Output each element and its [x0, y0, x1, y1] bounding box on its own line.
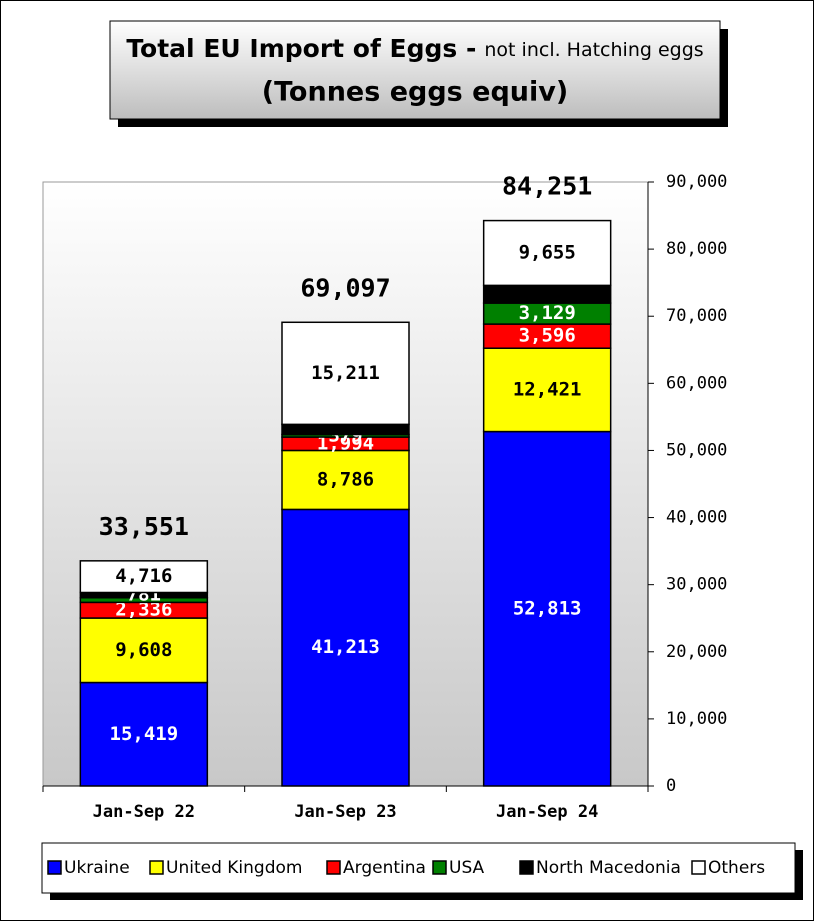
bar-segment: [79, 560, 209, 594]
value-label: 9,608: [115, 639, 172, 661]
y-tick-label: 60,000: [666, 373, 727, 393]
bar-segment: [482, 219, 612, 287]
bar-segment: [281, 449, 410, 511]
value-label: 12,421: [513, 378, 582, 400]
legend-swatch: [326, 860, 341, 875]
total-label: 69,097: [300, 273, 390, 302]
x-tick-label: Jan-Sep 23: [294, 802, 396, 822]
bar-segment: [281, 508, 410, 787]
total-label: 84,251: [502, 172, 592, 201]
title: Total EU Import of Eggs - not incl. Hatch…: [126, 34, 703, 63]
value-label: 4,716: [115, 565, 172, 587]
y-tick-label: 90,000: [666, 172, 727, 192]
legend-label: Ukraine: [64, 858, 130, 878]
legend-swatch: [149, 860, 164, 875]
legend-box: [41, 842, 796, 894]
legend-label: North Macedonia: [536, 858, 681, 878]
x-tick-label: Jan-Sep 22: [93, 802, 195, 822]
title-box: [109, 20, 721, 120]
y-tick-label: 20,000: [666, 642, 727, 662]
legend-swatch: [432, 860, 447, 875]
y-tick-label: 0: [666, 776, 676, 796]
bar-segment: [281, 423, 410, 436]
value-label: 8,786: [317, 468, 374, 490]
value-label: 3,596: [519, 325, 576, 347]
legend-label: USA: [449, 858, 485, 878]
title-note: not incl. Hatching eggs: [484, 39, 703, 61]
title-bold: Total EU Import of Eggs -: [126, 34, 476, 63]
y-tick-label: 10,000: [666, 709, 727, 729]
y-tick-label: 50,000: [666, 440, 727, 460]
legend-label: United Kingdom: [166, 858, 302, 878]
legend-label: Argentina: [343, 858, 426, 878]
bar-segment: [482, 323, 612, 349]
value-label: 52,813: [513, 597, 582, 619]
value-label: 15,211: [311, 362, 380, 384]
value-label: 9,655: [519, 241, 576, 263]
y-tick-label: 30,000: [666, 575, 727, 595]
value-label: 2,336: [115, 599, 172, 621]
value-label: 15,419: [110, 723, 179, 745]
bar-segment: [281, 321, 410, 426]
legend-label: Others: [708, 858, 765, 878]
subtitle: (Tonnes eggs equiv): [262, 77, 568, 108]
value-label: 3,129: [519, 302, 576, 324]
y-tick-label: 80,000: [666, 239, 727, 259]
legend-swatch: [47, 860, 62, 875]
legend-swatch: [691, 860, 706, 875]
bar-segment: [482, 284, 612, 304]
x-tick-label: Jan-Sep 24: [496, 802, 598, 822]
total-label: 33,551: [99, 512, 189, 541]
legend-swatch: [519, 860, 534, 875]
y-tick-label: 70,000: [666, 306, 727, 326]
marks: 0 10,000 20,000 30,000 40,000 50,000 60,000 70,…: [42, 172, 765, 878]
bar-segment: [482, 430, 612, 787]
y-tick-label: 40,000: [666, 508, 727, 528]
bar-segment: [79, 617, 209, 684]
value-label: 41,213: [311, 636, 380, 658]
bar-segment: [482, 347, 612, 433]
